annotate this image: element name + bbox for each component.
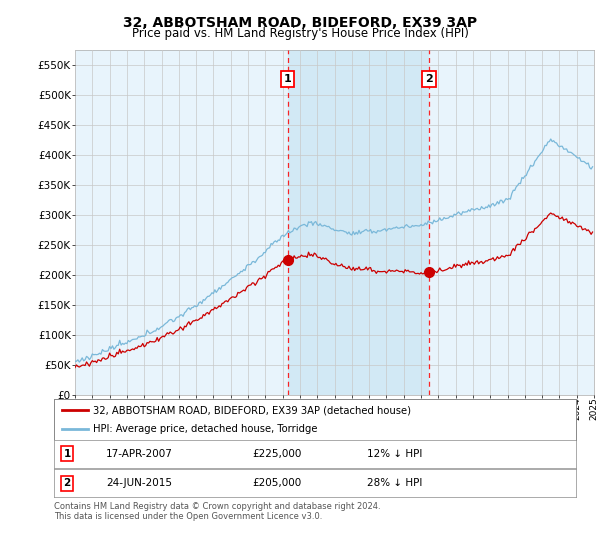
Text: Contains HM Land Registry data © Crown copyright and database right 2024.
This d: Contains HM Land Registry data © Crown c… [54, 502, 380, 521]
Text: 32, ABBOTSHAM ROAD, BIDEFORD, EX39 3AP (detached house): 32, ABBOTSHAM ROAD, BIDEFORD, EX39 3AP (… [93, 405, 411, 415]
Text: 28% ↓ HPI: 28% ↓ HPI [367, 478, 422, 488]
Bar [287, 50, 429, 395]
Text: 2: 2 [425, 74, 433, 84]
Text: 1: 1 [64, 449, 71, 459]
Text: HPI: Average price, detached house, Torridge: HPI: Average price, detached house, Torr… [93, 424, 317, 433]
Text: 32, ABBOTSHAM ROAD, BIDEFORD, EX39 3AP: 32, ABBOTSHAM ROAD, BIDEFORD, EX39 3AP [123, 16, 477, 30]
Text: 24-JUN-2015: 24-JUN-2015 [106, 478, 172, 488]
Text: 2: 2 [64, 478, 71, 488]
Text: 1: 1 [284, 74, 292, 84]
Text: £225,000: £225,000 [253, 449, 302, 459]
Text: £205,000: £205,000 [253, 478, 302, 488]
Text: 17-APR-2007: 17-APR-2007 [106, 449, 173, 459]
Text: 12% ↓ HPI: 12% ↓ HPI [367, 449, 422, 459]
Text: Price paid vs. HM Land Registry's House Price Index (HPI): Price paid vs. HM Land Registry's House … [131, 27, 469, 40]
